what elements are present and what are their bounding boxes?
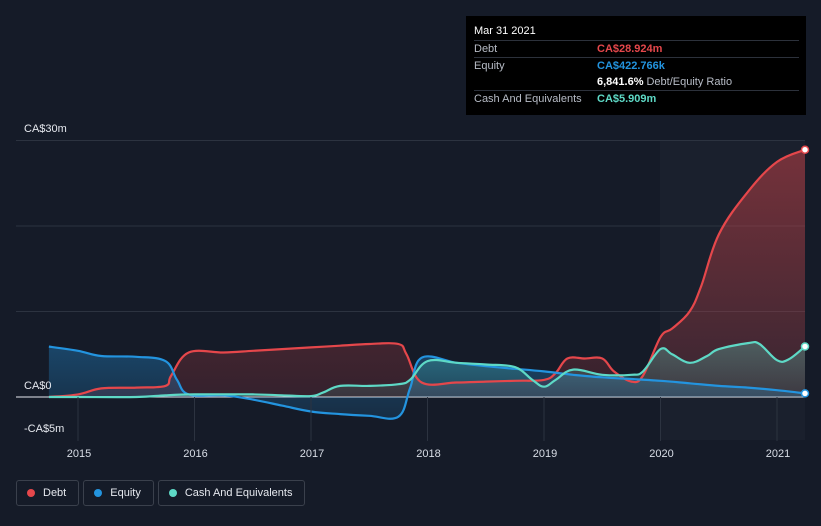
cash-and-equivalents-area [48,342,805,398]
legend: Debt Equity Cash And Equivalents [16,480,309,506]
tooltip-debt-label: Debt [474,43,498,55]
end-markers [800,145,810,398]
y-top-label: CA$30m [24,123,67,135]
tooltip-cash-label: Cash And Equivalents [474,93,582,105]
tooltip-ratio-value: 6,841.6% [597,76,644,88]
cash-dot-icon [168,489,177,497]
x-tick-label: 2019 [533,448,557,460]
legend-label-cash: Cash And Equivalents [184,487,293,499]
tooltip-equity-label: Equity [474,60,505,72]
tooltip-ratio-row: 6,841.6% Debt/Equity Ratio [474,74,799,90]
y-bottom-label: -CA$5m [24,423,64,435]
legend-label-equity: Equity [110,487,141,499]
tooltip-cash-value: CA$5.909m [597,93,657,105]
equity-dot-icon [94,489,103,497]
tooltip-ratio-label: Debt/Equity Ratio [646,76,733,88]
legend-item-cash[interactable]: Cash And Equivalents [157,480,306,506]
legend-item-debt[interactable]: Debt [16,480,80,506]
cash-and-equivalents-end-marker [800,342,810,351]
cash-and-equivalents-line [48,340,806,399]
x-tick-label: 2016 [183,448,207,460]
x-tick-label: 2021 [766,448,790,460]
equity-end-marker [800,389,810,398]
debt-line [48,148,806,399]
x-tick-label: 2015 [67,448,91,460]
series-areas [48,149,805,419]
debt-dot-icon [27,489,35,497]
x-axis: 2015 2016 2017 2018 2019 2020 2021 [67,397,790,460]
tooltip-cash-row: Cash And Equivalents CA$5.909m [474,90,799,107]
series-lines [48,148,806,420]
equity-line [48,345,806,420]
legend-item-equity[interactable]: Equity [83,480,154,506]
tooltip-equity-row: Equity CA$422.766k [474,57,799,74]
x-tick-label: 2017 [300,448,324,460]
legend-label-debt: Debt [43,487,67,499]
tooltip-debt-value: CA$28.924m [597,43,663,55]
x-tick-label: 2020 [649,448,673,460]
tooltip-debt-row: Debt CA$28.924m [474,40,799,57]
x-tick-label: 2018 [416,448,440,460]
y-zero-label: CA$0 [24,380,52,392]
tooltip-equity-value: CA$422.766k [597,60,665,72]
tooltip-date: Mar 31 2021 [474,25,536,37]
tooltip-panel: Mar 31 2021 Debt CA$28.924m Equity CA$42… [466,16,806,115]
debt-end-marker [800,145,810,154]
